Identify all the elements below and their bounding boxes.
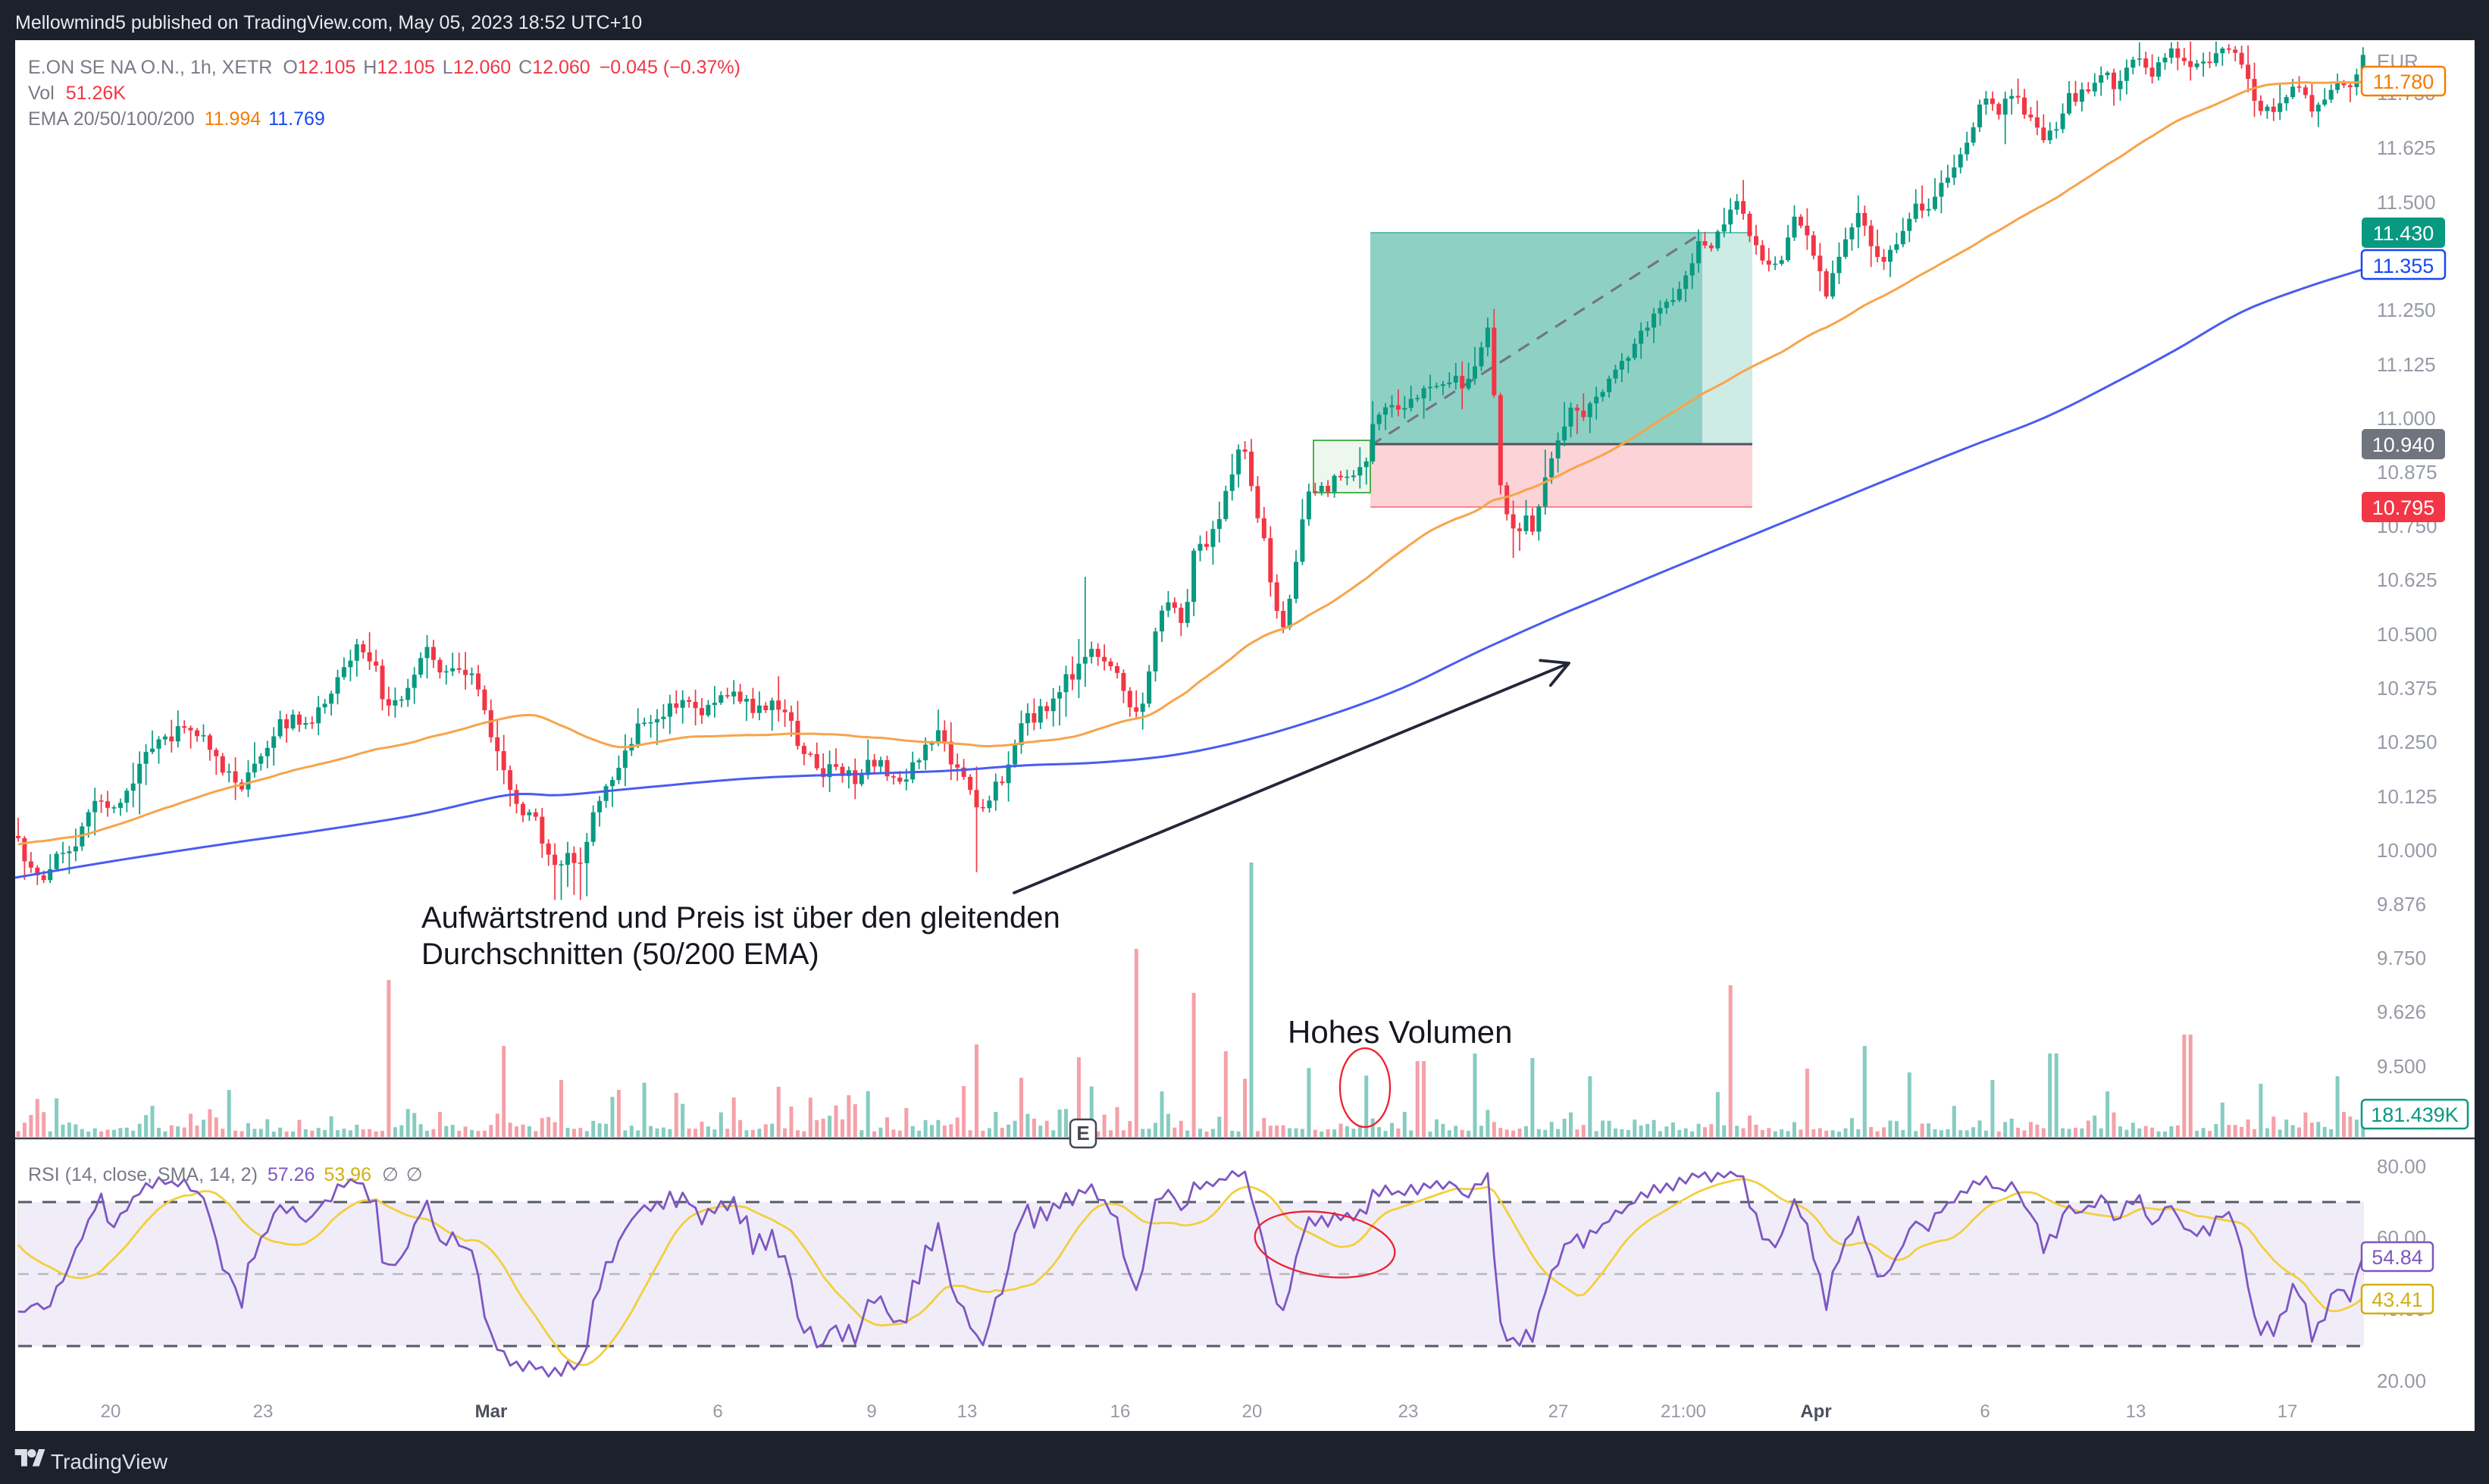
- svg-text:21:00: 21:00: [1661, 1401, 1706, 1422]
- svg-text:11.355: 11.355: [2373, 255, 2434, 277]
- svg-text:17: 17: [2278, 1401, 2298, 1422]
- svg-text:9: 9: [866, 1401, 876, 1422]
- svg-text:Durchschnitten (50/200 EMA): Durchschnitten (50/200 EMA): [421, 938, 819, 971]
- svg-text:11.125: 11.125: [2377, 353, 2436, 376]
- svg-text:10.000: 10.000: [2377, 839, 2437, 862]
- svg-text:11.500: 11.500: [2377, 191, 2436, 214]
- svg-text:6: 6: [712, 1401, 722, 1422]
- svg-text:10.250: 10.250: [2377, 731, 2437, 753]
- svg-text:Apr: Apr: [1800, 1401, 1831, 1422]
- svg-text:16: 16: [1110, 1401, 1131, 1422]
- svg-text:10.940: 10.940: [2372, 434, 2435, 456]
- svg-text:Vol 51.26K: Vol 51.26K: [28, 83, 126, 104]
- svg-text:11.250: 11.250: [2377, 299, 2436, 321]
- svg-text:54.84: 54.84: [2372, 1246, 2423, 1269]
- svg-text:Mellowmind5 published on Tradi: Mellowmind5 published on TradingView.com…: [15, 12, 642, 33]
- svg-text:11.780: 11.780: [2373, 70, 2434, 93]
- svg-text:13: 13: [957, 1401, 978, 1422]
- svg-text:Aufwärtstrend und Preis ist üb: Aufwärtstrend und Preis ist über den gle…: [421, 901, 1060, 935]
- svg-text:13: 13: [2126, 1401, 2146, 1422]
- svg-text:10.125: 10.125: [2377, 785, 2437, 808]
- svg-text:10.375: 10.375: [2377, 677, 2437, 700]
- svg-text:Mar: Mar: [475, 1401, 508, 1422]
- svg-text:9.500: 9.500: [2377, 1055, 2426, 1078]
- svg-text:23: 23: [253, 1401, 274, 1422]
- svg-text:27: 27: [1548, 1401, 1569, 1422]
- svg-text:20.00: 20.00: [2377, 1370, 2426, 1392]
- svg-text:RSI (14, close, SMA, 14, 2) 57: RSI (14, close, SMA, 14, 2) 57.26 53.96 ∅ ∅: [28, 1164, 423, 1185]
- svg-text:9.876: 9.876: [2377, 893, 2426, 916]
- svg-text:11.625: 11.625: [2377, 136, 2436, 159]
- svg-text:23: 23: [1398, 1401, 1419, 1422]
- svg-text:TradingView: TradingView: [51, 1450, 168, 1473]
- svg-text:20: 20: [101, 1401, 121, 1422]
- svg-text:11.000: 11.000: [2377, 407, 2436, 430]
- svg-text:181.439K: 181.439K: [2371, 1104, 2459, 1126]
- svg-text:43.41: 43.41: [2372, 1288, 2423, 1311]
- svg-text:10.625: 10.625: [2377, 568, 2437, 591]
- svg-text:9.750: 9.750: [2377, 947, 2426, 969]
- svg-text:Hohes Volumen: Hohes Volumen: [1288, 1014, 1513, 1050]
- svg-text:80.00: 80.00: [2377, 1155, 2426, 1178]
- svg-text:10.795: 10.795: [2372, 496, 2435, 519]
- svg-text:E: E: [1076, 1122, 1089, 1144]
- svg-text:9.626: 9.626: [2377, 1000, 2426, 1023]
- svg-text:6: 6: [1980, 1401, 1990, 1422]
- svg-text:11.430: 11.430: [2373, 222, 2434, 245]
- svg-text:20: 20: [1242, 1401, 1263, 1422]
- svg-text:10.875: 10.875: [2377, 461, 2437, 484]
- svg-text:10.500: 10.500: [2377, 623, 2437, 646]
